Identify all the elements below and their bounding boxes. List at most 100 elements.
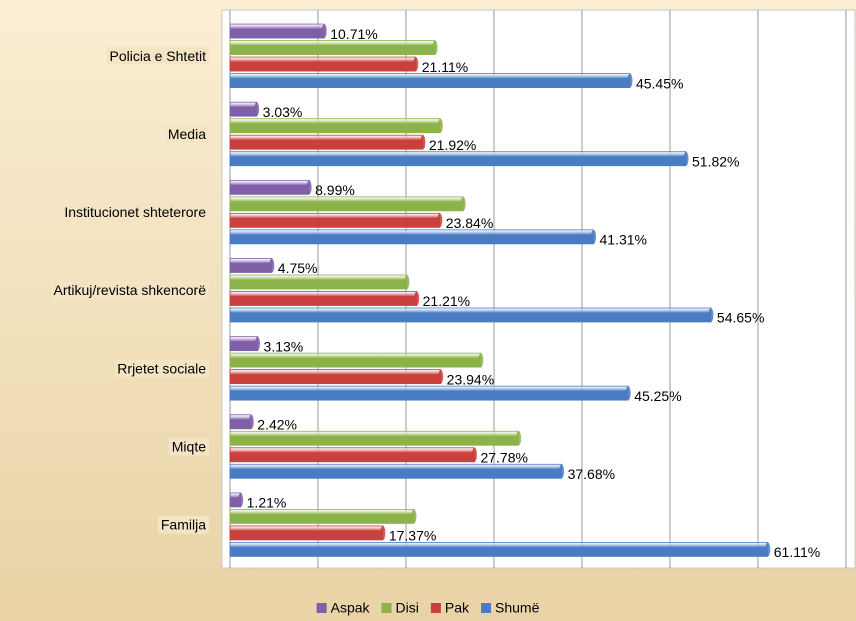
bar-cap xyxy=(478,353,484,368)
data-label: 27.78% xyxy=(480,449,527,465)
category-label: Policia e Shtetit xyxy=(110,48,207,64)
data-label: 21.21% xyxy=(423,293,470,309)
bar-cap xyxy=(238,492,244,507)
bar-cap xyxy=(437,213,443,228)
data-label: 3.13% xyxy=(264,338,304,354)
bar xyxy=(229,352,482,368)
bar xyxy=(229,101,258,117)
data-label: 61.11% xyxy=(774,544,820,560)
data-label: 10.71% xyxy=(330,26,377,42)
legend-label: Pak xyxy=(445,600,470,616)
bar-cap xyxy=(460,196,466,211)
data-label: 41.31% xyxy=(600,232,647,248)
data-label: 21.92% xyxy=(429,137,476,153)
bar-cap xyxy=(411,509,417,524)
bar-cap xyxy=(254,102,260,117)
legend-label: Aspak xyxy=(331,600,371,616)
bar-cap xyxy=(248,414,254,429)
bar-cap xyxy=(591,229,597,244)
bar xyxy=(229,151,687,167)
bar xyxy=(229,385,629,401)
data-label: 4.75% xyxy=(278,260,318,276)
bar-cap xyxy=(559,464,565,479)
data-label: 23.94% xyxy=(447,371,494,387)
category-label: Miqte xyxy=(172,438,206,454)
bar-cap xyxy=(321,24,327,39)
category-label-bg xyxy=(168,437,210,456)
bar xyxy=(229,542,769,557)
category-label: Institucionet shteterore xyxy=(64,204,206,220)
bar xyxy=(229,23,325,39)
data-label: 1.21% xyxy=(247,495,287,511)
bar xyxy=(229,463,562,479)
bar-cap xyxy=(625,386,631,401)
legend-label: Disi xyxy=(396,600,419,616)
data-label: 37.68% xyxy=(568,466,615,482)
data-label: 54.65% xyxy=(717,310,764,326)
bar xyxy=(229,274,408,290)
bar-cap xyxy=(404,275,410,289)
bar xyxy=(229,73,631,88)
bar-cap xyxy=(255,336,261,351)
category-label: Familja xyxy=(161,517,206,533)
bar-cap xyxy=(380,525,386,540)
bar xyxy=(229,212,441,228)
data-label: 51.82% xyxy=(692,153,739,169)
bar xyxy=(229,196,464,212)
bar xyxy=(229,307,712,323)
category-label-bg xyxy=(61,203,210,222)
bar xyxy=(229,414,252,430)
legend-label: Shumë xyxy=(495,600,540,616)
bar xyxy=(229,291,418,306)
legend: Aspak Disi Pak Shumë xyxy=(316,600,540,616)
category-label: Artikuj/revista shkencorë xyxy=(53,282,206,298)
bar-cap xyxy=(765,542,771,557)
bar xyxy=(229,447,475,463)
legend-swatch xyxy=(316,603,327,613)
bar xyxy=(229,430,520,446)
bar xyxy=(229,336,258,352)
category-label-bg xyxy=(157,515,210,534)
bar xyxy=(229,179,310,195)
bar xyxy=(229,525,384,541)
data-label: 23.84% xyxy=(446,215,493,231)
legend-swatch xyxy=(430,603,441,613)
bar xyxy=(229,258,273,273)
bar-cap xyxy=(269,258,275,273)
data-label: 2.42% xyxy=(257,416,297,432)
bar xyxy=(229,509,415,524)
data-label: 45.25% xyxy=(634,388,681,404)
bar-cap xyxy=(471,447,477,462)
bar-cap xyxy=(516,431,522,446)
category-label: Media xyxy=(168,126,206,142)
bar xyxy=(229,134,424,150)
data-label: 8.99% xyxy=(315,182,355,198)
category-label-bg xyxy=(164,124,210,143)
legend-swatch xyxy=(481,603,492,613)
bar-cap xyxy=(627,73,633,88)
category-label: Rrjetet sociale xyxy=(117,360,206,376)
bar-cap xyxy=(414,291,420,306)
data-label: 3.03% xyxy=(263,104,303,120)
bar-cap xyxy=(683,151,689,166)
bar-cap xyxy=(437,118,443,133)
bar xyxy=(229,56,417,72)
bar-cap xyxy=(708,308,714,322)
bar-cap xyxy=(432,40,438,55)
bar-cap xyxy=(438,369,444,384)
data-label: 45.45% xyxy=(636,75,683,91)
category-label-bg xyxy=(50,281,210,300)
bar xyxy=(229,40,436,55)
bar-cap xyxy=(306,180,312,195)
bar xyxy=(229,118,441,134)
data-label: 17.37% xyxy=(389,528,436,544)
category-label-bg xyxy=(114,359,210,378)
category-label-bg xyxy=(106,46,210,65)
bar-cap xyxy=(413,57,419,72)
bar xyxy=(229,369,442,385)
bar xyxy=(229,229,594,245)
legend-swatch xyxy=(381,603,392,613)
data-label: 21.11% xyxy=(422,59,468,75)
bar-cap xyxy=(420,135,426,150)
